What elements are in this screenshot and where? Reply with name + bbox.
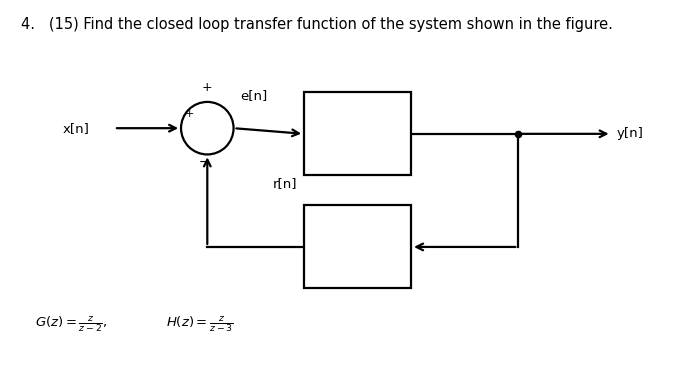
Text: $G(z) = \frac{z}{z-2},$: $G(z) = \frac{z}{z-2},$ (35, 314, 107, 334)
Text: $H(z) = \frac{z}{z-3}$: $H(z) = \frac{z}{z-3}$ (166, 314, 234, 334)
Bar (304, 205, 411, 288)
Text: e[n]: e[n] (240, 89, 267, 102)
Text: +: + (202, 81, 213, 94)
Text: x[n]: x[n] (62, 122, 89, 135)
Text: r[n]: r[n] (273, 178, 297, 190)
Text: 4.   (15) Find the closed loop transfer function of the system shown in the figu: 4. (15) Find the closed loop transfer fu… (21, 17, 613, 32)
Text: −: − (198, 156, 209, 169)
Text: H(z): H(z) (342, 239, 373, 254)
Text: G(z): G(z) (342, 126, 373, 141)
Text: y[n]: y[n] (616, 127, 643, 140)
Bar (304, 92, 411, 175)
Text: +: + (184, 109, 194, 119)
